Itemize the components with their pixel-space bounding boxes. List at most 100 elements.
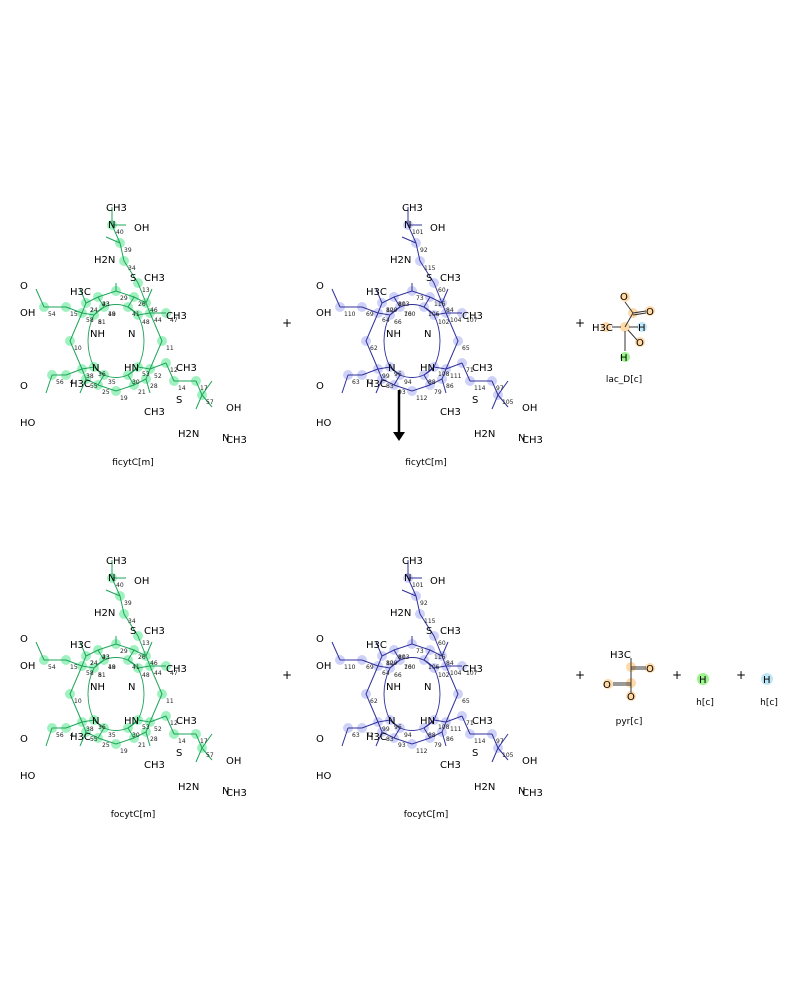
pyr-o-118: O (646, 664, 654, 675)
atom-label: H2N (474, 429, 495, 440)
caption-ficytC-2: ficytC[m] (405, 458, 447, 468)
atom-number: 96 (394, 724, 402, 731)
atom-label: O (316, 381, 324, 392)
atom-label: CH3 (440, 273, 461, 284)
atom-number: 48 (142, 319, 150, 326)
atom-number: 39 (124, 600, 132, 607)
atom-number: 102 (438, 319, 450, 326)
atom-number: 84 (446, 307, 454, 314)
caption-h-2: h[c] (760, 698, 778, 708)
atom-number: 105 (502, 752, 514, 759)
atom-number: 54 (48, 664, 56, 671)
atom-label: H3C (366, 732, 387, 743)
atom-number: 71 (466, 720, 474, 727)
atom-number: 56 (56, 379, 64, 386)
atom-number: 101 (412, 582, 424, 589)
atom-number: 11 (166, 345, 174, 352)
plus-sign-6: + (736, 668, 746, 682)
atom-number: 93 (398, 742, 406, 749)
atom-number: 96 (394, 371, 402, 378)
atom-label: N (404, 573, 411, 584)
atom-number: 34 (128, 265, 136, 272)
atom-label: CH3 (106, 556, 127, 567)
atom-number: 2 (90, 307, 94, 314)
atom-number: 92 (420, 247, 428, 254)
atom-number: 24 (90, 307, 98, 314)
atom-number: 72 (366, 379, 374, 386)
atom-number: 41 (132, 311, 140, 318)
atom-label: O (20, 734, 28, 745)
caption-ficytC-1: ficytC[m] (112, 458, 154, 468)
atom-number: 66 (394, 319, 402, 326)
atom-label: CH3 (472, 363, 493, 374)
atom-number: 30 (132, 379, 140, 386)
atom-label: N (128, 329, 135, 340)
atom-number: 25 (102, 389, 110, 396)
pyr-o-122: O (603, 680, 611, 691)
atom-number: 46 (150, 307, 158, 314)
atom-number: 43 (102, 301, 110, 308)
atom-label: O (316, 634, 324, 645)
atom-number: 82 (386, 660, 394, 667)
atom-number: 63 (352, 379, 360, 386)
plus-sign-2: + (575, 316, 585, 330)
atom-number: 79 (434, 742, 442, 749)
atom-label: N (424, 682, 431, 693)
atom-label: H3C (366, 287, 387, 298)
atom-number: 116 (434, 654, 446, 661)
atom-label: S (176, 748, 182, 759)
atom-label: OH (430, 576, 445, 587)
atom-label: S (472, 395, 478, 406)
atom-number: 88 (428, 732, 436, 739)
atom-number: 28 (150, 736, 158, 743)
atom-number: 107 (466, 670, 478, 677)
atom-number: 14 (178, 738, 186, 745)
atom-label: CH3 (522, 435, 543, 446)
plus-sign-5: + (672, 668, 682, 682)
caption-pyr: pyr[c] (616, 717, 643, 727)
atom-label: OH (226, 756, 241, 767)
molecule-lac-D: O O O H3C H H (592, 292, 655, 364)
atom-label: H2N (94, 255, 115, 266)
atom-number: 56 (56, 732, 64, 739)
atom-number: 65 (462, 698, 470, 705)
caption-focytC-2: focytC[m] (404, 810, 449, 820)
lac-o-118: O (636, 338, 644, 349)
lac-h3c: H3C (592, 323, 613, 334)
atom-label: HO (20, 418, 36, 429)
atom-label: N (404, 220, 411, 231)
reaction-arrow (393, 390, 405, 441)
atom-label: N (388, 716, 395, 727)
atom-number: 60 (438, 287, 446, 294)
atom-label: O (20, 381, 28, 392)
atom-number: 71 (466, 367, 474, 374)
atom-number: 24 (90, 660, 98, 667)
atom-number: 115 (424, 618, 436, 625)
atom-label: NH (386, 682, 401, 693)
atom-number: 47 (170, 317, 178, 324)
atom-label: HO (316, 418, 332, 429)
atom-label: S (472, 748, 478, 759)
atom-label: HN (420, 363, 435, 374)
atom-number: 111 (450, 373, 462, 380)
atom-label: N (128, 682, 135, 693)
atom-label: N (424, 329, 431, 340)
plus-sign-3: + (282, 668, 292, 682)
atom-number: 17 (200, 738, 208, 745)
atom-number: 112 (416, 395, 428, 402)
atom-number: 19 (120, 748, 128, 755)
atom-number: 14 (178, 385, 186, 392)
atom-number: 38 (86, 373, 94, 380)
atom-number: 11 (166, 698, 174, 705)
atom-label: CH3 (402, 203, 423, 214)
atom-number: 72 (366, 732, 374, 739)
atom-number: 47 (170, 670, 178, 677)
atom-label: H3C (70, 732, 91, 743)
atom-number: 108 (438, 724, 450, 731)
proton-1-h: H (699, 675, 707, 686)
atom-number: 114 (474, 738, 486, 745)
atom-number: 82 (386, 307, 394, 314)
atom-number: 57 (206, 399, 214, 406)
atom-number: 62 (370, 345, 378, 352)
